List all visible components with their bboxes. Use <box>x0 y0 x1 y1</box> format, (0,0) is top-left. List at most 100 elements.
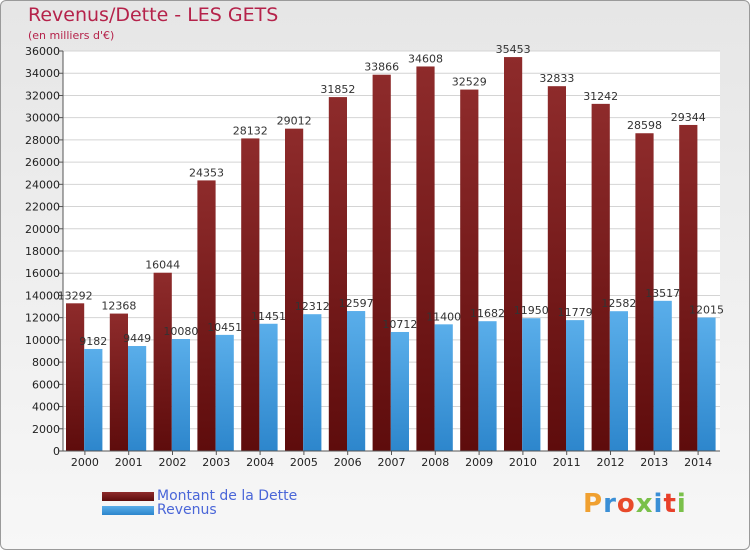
bar-revenus <box>84 348 103 451</box>
logo-letter: t <box>663 489 677 519</box>
bar-dette <box>547 86 566 451</box>
data-label-dette: 28598 <box>627 119 662 132</box>
y-tick-label: 28000 <box>25 134 60 147</box>
x-tick-label: 2012 <box>597 456 625 469</box>
logo-letter: x <box>635 489 654 519</box>
data-label-dette: 34608 <box>408 52 443 65</box>
legend-item-dette: Montant de la Dette <box>102 488 297 504</box>
bar-revenus <box>522 318 541 451</box>
y-tick-label: 10000 <box>25 334 60 347</box>
legend-label-dette: Montant de la Dette <box>157 488 298 504</box>
data-label-dette: 33866 <box>364 61 399 74</box>
y-axis: 0 2000 4000 6000 8000 10000 12000 14000 16000 180… <box>25 45 64 458</box>
y-tick-label: 30000 <box>25 112 60 125</box>
x-tick-label: 2002 <box>159 456 187 469</box>
data-label-revenus: 12582 <box>601 297 636 310</box>
x-tick-label: 2010 <box>509 456 537 469</box>
data-label-revenus: 9449 <box>123 332 151 345</box>
data-label-dette: 31242 <box>583 90 618 103</box>
bar-dette <box>328 97 347 451</box>
data-label-revenus: 12015 <box>689 304 724 317</box>
legend-swatch-dette <box>102 491 154 501</box>
chart-subtitle: (en milliers d'€) <box>28 29 115 42</box>
data-labels: 13292 9182 12368 9449 16044 10080 24353 10451 28… <box>58 43 724 348</box>
x-tick-label: 2000 <box>71 456 99 469</box>
y-tick-label: 18000 <box>25 245 60 258</box>
y-tick-label: 22000 <box>25 201 60 214</box>
data-label-revenus: 11682 <box>470 307 505 320</box>
bar-revenus <box>128 346 147 451</box>
bar-revenus <box>609 311 628 451</box>
logo-letter: o <box>616 489 636 519</box>
legend-item-revenus: Revenus <box>102 502 217 518</box>
proxiti-logo: Proxiti <box>583 489 687 519</box>
bar-revenus <box>303 314 322 451</box>
data-label-revenus: 10080 <box>163 325 198 338</box>
legend-label-revenus: Revenus <box>157 502 217 518</box>
bar-dette <box>153 272 172 451</box>
bar-dette <box>416 66 435 451</box>
data-label-revenus: 12312 <box>295 300 330 313</box>
y-tick-label: 34000 <box>25 67 60 80</box>
y-tick-label: 8000 <box>32 356 60 369</box>
bar-revenus <box>697 317 716 451</box>
logo-letter: P <box>583 489 604 519</box>
y-tick-label: 12000 <box>25 312 60 325</box>
bar-revenus <box>434 324 453 451</box>
y-tick-label: 20000 <box>25 223 60 236</box>
data-label-dette: 32529 <box>452 76 487 89</box>
data-label-dette: 16044 <box>145 259 180 272</box>
x-tick-label: 2014 <box>684 456 712 469</box>
x-tick-label: 2007 <box>378 456 406 469</box>
x-tick-label: 2013 <box>640 456 668 469</box>
data-label-dette: 24353 <box>189 166 224 179</box>
x-tick-label: 2005 <box>290 456 318 469</box>
bar-dette <box>285 128 304 451</box>
bar-dette <box>197 180 216 451</box>
x-tick-label: 2004 <box>246 456 274 469</box>
bar-revenus <box>566 320 585 451</box>
y-tick-label: 4000 <box>32 401 60 414</box>
y-tick-label: 0 <box>53 445 60 458</box>
data-label-dette: 31852 <box>320 83 355 96</box>
data-label-dette: 28132 <box>233 124 268 137</box>
data-label-dette: 12368 <box>101 300 136 313</box>
y-tick-label: 36000 <box>25 45 60 58</box>
data-label-revenus: 11779 <box>558 306 593 319</box>
data-label-dette: 13292 <box>58 289 93 302</box>
bar-dette <box>241 138 260 451</box>
y-tick-label: 32000 <box>25 89 60 102</box>
x-tick-label: 2001 <box>115 456 143 469</box>
bar-dette <box>460 89 479 452</box>
x-tick-label: 2009 <box>465 456 493 469</box>
logo-letter: i <box>653 489 664 519</box>
y-tick-label: 2000 <box>32 423 60 436</box>
x-tick-label: 2003 <box>202 456 230 469</box>
data-label-revenus: 11950 <box>514 304 549 317</box>
data-label-revenus: 11400 <box>426 310 461 323</box>
y-tick-label: 6000 <box>32 378 60 391</box>
x-tick-label: 2006 <box>334 456 362 469</box>
bar-revenus <box>478 321 497 451</box>
bar-dette <box>372 74 391 451</box>
logo-letter: i <box>676 489 687 519</box>
data-label-revenus: 10712 <box>382 318 417 331</box>
y-tick-label: 26000 <box>25 156 60 169</box>
bar-revenus <box>215 334 234 451</box>
x-axis: 2000 2001 2002 2003 2004 2005 2006 2007 2008 2009… <box>63 450 720 469</box>
chart-title: Revenus/Dette - LES GETS <box>28 4 279 26</box>
data-label-revenus: 13517 <box>645 287 680 300</box>
bar-dette <box>109 313 128 451</box>
bar-revenus <box>347 311 366 451</box>
bar-dette <box>66 303 85 451</box>
data-label-revenus: 10451 <box>207 321 242 334</box>
bar-dette <box>635 133 654 451</box>
y-tick-label: 14000 <box>25 289 60 302</box>
data-label-revenus: 12597 <box>339 297 374 310</box>
bar-dette <box>504 57 523 451</box>
bar-revenus <box>171 339 190 451</box>
bar-dette <box>591 103 610 451</box>
data-label-dette: 29344 <box>671 111 706 124</box>
